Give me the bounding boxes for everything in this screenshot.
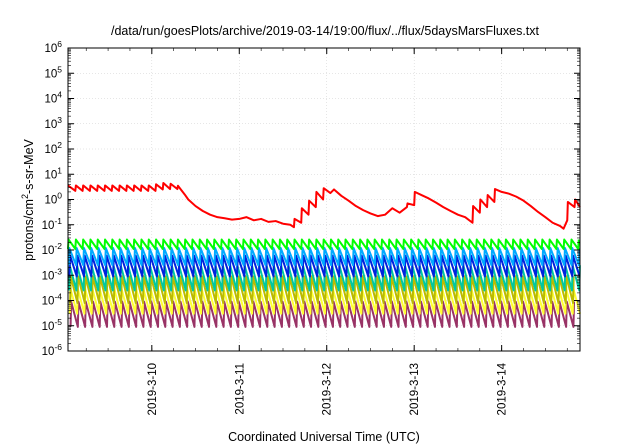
y-tick-label-base: 10 bbox=[44, 195, 57, 207]
y-tick-label-base: 10 bbox=[42, 245, 55, 257]
y-tick-label-base: 10 bbox=[42, 346, 55, 358]
y-axis-label-base: protons/cm bbox=[22, 199, 36, 261]
y-tick-label: 102 bbox=[44, 140, 62, 156]
y-tick-label-base: 10 bbox=[44, 144, 57, 156]
y-tick-label-exp: -5 bbox=[54, 317, 62, 327]
x-tick-label: 2019-3-10 bbox=[147, 363, 159, 415]
y-tick-label-exp: 3 bbox=[57, 115, 62, 125]
y-tick-label-exp: -3 bbox=[54, 266, 62, 276]
y-tick-label-base: 10 bbox=[42, 220, 55, 232]
y-tick-label-exp: -1 bbox=[54, 216, 62, 226]
y-tick-label: 106 bbox=[44, 39, 62, 55]
x-tick-label: 2019-3-12 bbox=[322, 363, 334, 415]
y-axis-label-rest: -s-sr-MeV bbox=[22, 138, 36, 194]
flux-series-line bbox=[68, 264, 581, 292]
flux-series-line-high bbox=[67, 182, 581, 230]
y-tick-label-exp: -4 bbox=[54, 292, 62, 302]
y-tick-label-exp: 2 bbox=[57, 140, 62, 150]
y-tick-label: 10-4 bbox=[42, 292, 63, 308]
ticks bbox=[68, 47, 580, 352]
y-tick-label: 103 bbox=[44, 115, 62, 131]
y-tick-label: 10-5 bbox=[42, 317, 63, 333]
y-tick-label: 105 bbox=[44, 64, 62, 80]
x-tick-labels: 2019-3-10 2019-3-11 2019-3-12 2019-3-13 2019… bbox=[147, 362, 509, 415]
chart-title: /data/run/goesPlots/archive/2019-03-14/1… bbox=[111, 24, 540, 38]
y-tick-label: 10-1 bbox=[42, 216, 63, 232]
y-tick-label-base: 10 bbox=[44, 169, 57, 181]
x-tick-label: 2019-3-11 bbox=[234, 363, 246, 415]
y-tick-label-exp: 1 bbox=[57, 165, 62, 175]
y-tick-label-base: 10 bbox=[42, 270, 55, 282]
x-tick-label: 2019-3-14 bbox=[497, 362, 509, 415]
flux-series-line bbox=[69, 300, 576, 328]
y-tick-label: 10-6 bbox=[42, 342, 63, 358]
y-tick-label-base: 10 bbox=[44, 43, 57, 55]
y-tick-label: 104 bbox=[44, 90, 62, 106]
flux-series-line bbox=[69, 275, 575, 304]
y-tick-label-base: 10 bbox=[44, 68, 57, 80]
x-axis-label: Coordinated Universal Time (UTC) bbox=[228, 430, 420, 444]
y-tick-label-exp: -6 bbox=[54, 342, 62, 352]
y-axis-label-sup: 2 bbox=[20, 194, 30, 199]
flux-series-line bbox=[67, 238, 580, 250]
y-tick-label-base: 10 bbox=[42, 296, 55, 308]
y-tick-label: 10-2 bbox=[42, 241, 63, 257]
y-tick-label-exp: 6 bbox=[57, 39, 62, 49]
y-tick-label: 100 bbox=[44, 191, 62, 207]
y-tick-label-base: 10 bbox=[44, 94, 57, 106]
y-tick-label-base: 10 bbox=[42, 321, 55, 333]
y-axis-label: protons/cm2-s-sr-MeV bbox=[20, 138, 36, 260]
y-tick-label-exp: -2 bbox=[54, 241, 62, 251]
series-layer bbox=[67, 182, 581, 328]
y-tick-label-exp: 4 bbox=[57, 90, 62, 100]
flux-series-line bbox=[68, 254, 581, 278]
y-tick-label-exp: 5 bbox=[57, 64, 62, 74]
x-tick-label: 2019-3-13 bbox=[409, 363, 421, 415]
y-tick-label-base: 10 bbox=[44, 119, 57, 131]
y-tick-label-exp: 0 bbox=[57, 191, 62, 201]
flux-series-line bbox=[67, 247, 581, 267]
y-tick-label: 10-3 bbox=[42, 266, 63, 282]
y-tick-label: 101 bbox=[44, 165, 62, 181]
y-tick-labels: 10-610-510-410-310-210-11001011021031041… bbox=[42, 39, 63, 358]
